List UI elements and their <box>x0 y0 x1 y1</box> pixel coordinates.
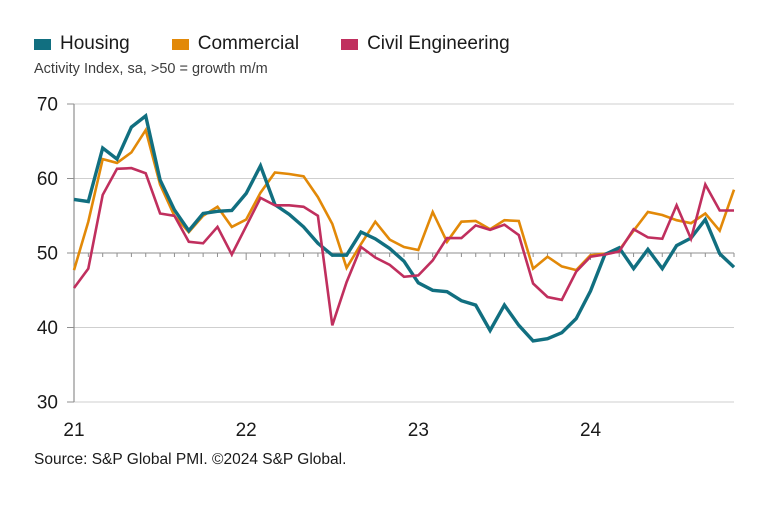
legend-label-housing: Housing <box>60 33 130 54</box>
housing-swatch <box>34 39 51 50</box>
legend-item-commercial: Commercial <box>171 33 300 54</box>
y-tick-label: 70 <box>37 95 58 116</box>
x-year-label: 22 <box>236 420 257 441</box>
legend-label-commercial: Commercial <box>197 33 300 54</box>
legend-item-housing: Housing <box>34 34 130 54</box>
source-note: Source: S&P Global PMI. ©2024 S&P Global… <box>34 451 347 468</box>
legend-label-civil-engineering: Civil Engineering <box>367 33 510 54</box>
x-year-label: 21 <box>63 420 84 441</box>
legend-item-civil-engineering: Civil Engineering <box>341 34 510 54</box>
legend: Housing Commercial Civil Engineering <box>34 34 510 54</box>
x-year-label: 24 <box>580 420 602 441</box>
x-year-label: 23 <box>408 420 429 441</box>
y-tick-label: 50 <box>37 244 58 265</box>
y-tick-label: 60 <box>37 169 58 190</box>
commercial-line <box>72 126 736 272</box>
civil-engineering-swatch <box>341 39 359 50</box>
y-tick-label: 30 <box>37 393 58 414</box>
chart-subtitle: Activity Index, sa, >50 = growth m/m <box>34 61 268 77</box>
y-tick-label: 40 <box>37 318 58 339</box>
housing-line <box>73 112 736 343</box>
civil-engineering-line <box>72 166 734 326</box>
commercial-swatch <box>171 39 189 50</box>
